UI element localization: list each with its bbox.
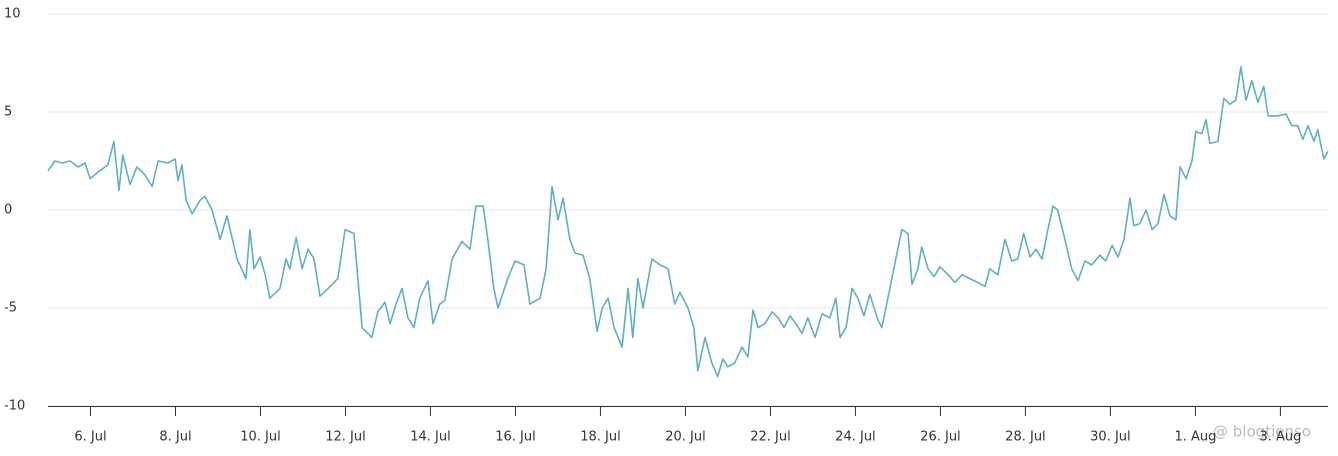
x-tick-label: 6. Jul	[74, 430, 106, 445]
x-tick-label: 3. Aug	[1259, 430, 1301, 445]
watermark: @ blogtienso	[1213, 423, 1311, 441]
x-tick-label: 10. Jul	[240, 430, 281, 445]
x-tick-label: 14. Jul	[410, 430, 451, 445]
x-tick-label: 28. Jul	[1005, 430, 1046, 445]
y-tick-label: 5	[4, 105, 12, 120]
y-tick-label: 10	[4, 7, 21, 22]
x-tick-label: 8. Jul	[159, 430, 191, 445]
x-tick-label: 20. Jul	[665, 430, 706, 445]
y-tick-label: -5	[4, 301, 17, 316]
x-tick-label: 16. Jul	[495, 430, 536, 445]
x-tick-label: 24. Jul	[835, 430, 876, 445]
x-tick-label: 18. Jul	[580, 430, 621, 445]
x-tick-label: 12. Jul	[325, 430, 366, 445]
x-tick-label: 1. Aug	[1174, 430, 1216, 445]
data-line	[47, 66, 1329, 378]
y-tick-label: 0	[4, 203, 12, 218]
x-tick-label: 30. Jul	[1090, 430, 1131, 445]
x-tick-label: 22. Jul	[750, 430, 791, 445]
x-tick-label: 26. Jul	[920, 430, 961, 445]
y-tick-label: -10	[4, 399, 25, 414]
